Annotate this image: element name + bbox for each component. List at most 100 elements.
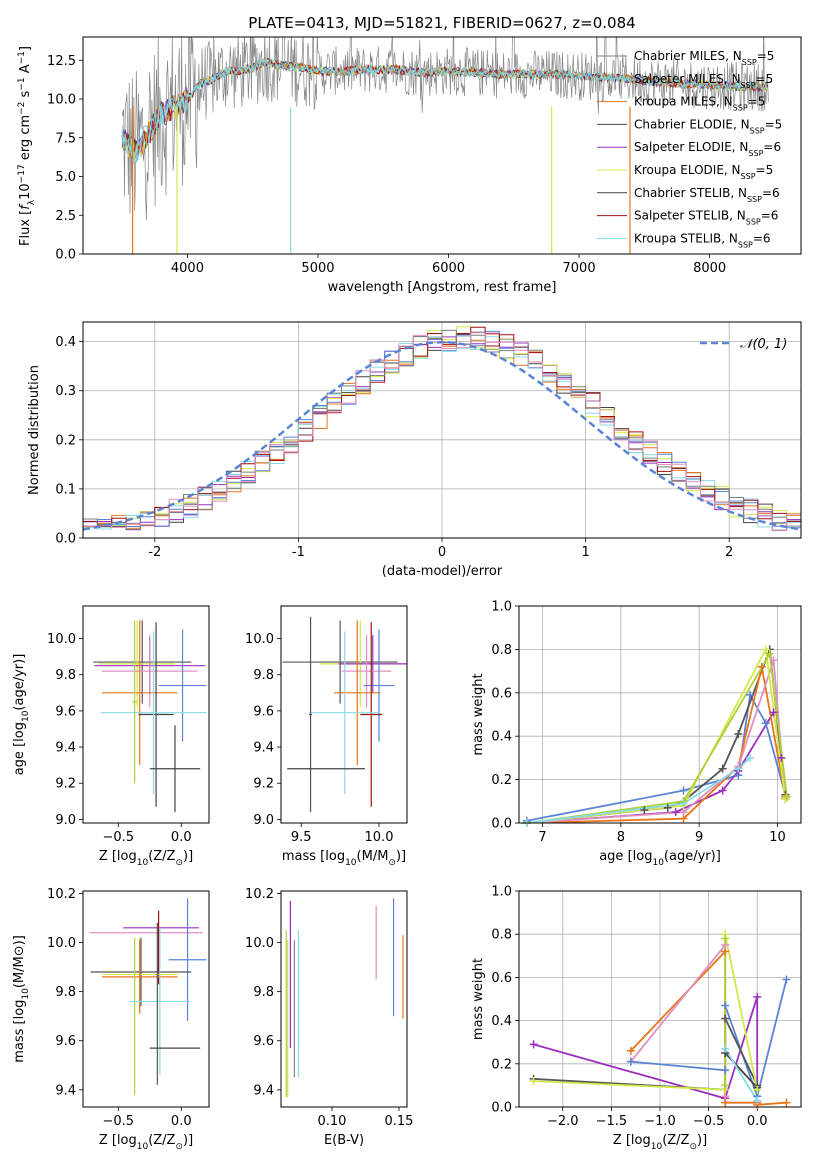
y-tick-label: 0.2 [491,773,512,788]
mass-weight-marker [761,719,770,728]
y-tick-label: 10.0 [47,93,76,108]
axes-frame [82,890,210,1108]
mass-weight-marker [753,1085,762,1094]
mass-weight-marker [757,662,766,671]
y-axis-label-part: (M/M⊙)] [12,935,27,988]
legend-label: Chabrier MILES, NSSP=5 [634,49,774,67]
mass-weight-marker [753,992,762,1001]
y-tick-label: 0.6 [491,686,512,701]
y-axis-label: Flux [fλ10−17 erg cm−2 s−1 A−1] [17,46,37,246]
y-tick-label: 1.0 [491,600,512,615]
x-tick-label: 9.5 [291,830,312,845]
x-axis-label-part: )] [396,849,406,864]
legend-label-part: Chabrier MILES, N [634,49,742,63]
legend: 𝒩(0, 1) [700,337,787,352]
x-tick-label: −2.0 [547,1114,579,1129]
y-tick-label: 9.2 [55,777,76,792]
legend-label-part: Kroupa MILES, N [634,95,733,109]
legend-label-part: SSP [748,149,763,158]
mass-weight-marker [734,764,743,773]
spectrum-series-line [121,57,769,163]
axes-mass-weight-vs-z: −2.0 −1.5 −1.0 −0.5 0.0 0.0 0.2 0.4 0.6 0.8 1.0 mas… [471,885,802,1152]
x-tick-label: −0.5 [102,1114,134,1129]
mass-weight-series-line [526,646,787,823]
legend-label-part: SSP [750,126,765,135]
legend-label-part: Salpeter MILES, N [634,72,741,86]
y-tick-label: 9.8 [55,668,76,683]
x-tick-label: 0 [438,545,446,560]
x-axis-label-part: Z [log [99,1133,137,1148]
axes-frame [82,321,802,539]
x-axis-label-part: (Z/Z [662,1133,689,1148]
mass-weight-marker [761,645,770,654]
x-axis-label-part: (age/yr)] [664,849,721,864]
y-tick-label: 9.6 [253,1034,274,1049]
x-axis-label: (data-model)/error [382,564,503,579]
y-axis-label-part: mass [log [12,1000,27,1063]
y-tick-label: 10.0 [245,632,274,647]
x-tick-label: -2 [148,545,161,560]
mass-weight-marker [718,764,727,773]
y-axis-label-part: s [18,90,33,101]
y-tick-label: 9.6 [253,704,274,719]
mass-weight-marker [721,1081,730,1090]
y-axis-label-part: −1 [17,77,27,90]
axes-frame [518,890,802,1108]
legend-label: Salpeter ELODIE, NSSP=6 [634,140,781,158]
mass-weight-marker [782,792,791,801]
x-axis-label-part: 10 [651,1142,663,1152]
legend-label-part: =6 [762,186,780,200]
mass-weight-marker [679,799,688,808]
x-tick-label: −0.5 [102,830,134,845]
y-axis-label-part: −1 [17,51,27,64]
legend-label: Salpeter STELIB, NSSP=6 [634,209,778,227]
x-tick-label: 5000 [301,261,334,276]
axes-mass-vs-z: −0.5 0.09.49.69.810.010.2Z [log10(Z/Z⊙)]m… [12,887,210,1152]
mass-weight-marker [769,656,778,665]
y-axis-label-part: f [18,203,33,210]
axes-frame [82,605,210,824]
x-tick-label: -1 [292,545,305,560]
y-tick-label: 9.4 [55,1083,76,1098]
x-axis-label-part: Z [log [613,1133,651,1148]
legend-label: Kroupa STELIB, NSSP=6 [634,231,771,249]
legend-label: Salpeter MILES, NSSP=5 [634,72,773,90]
mass-weight-marker [721,1066,730,1075]
y-tick-label: 5.0 [55,170,76,185]
x-tick-label: 2 [725,545,733,560]
mass-weight-marker [765,649,774,658]
mass-weight-series-line [526,666,787,823]
legend-label-part: Chabrier STELIB, N [634,186,747,200]
mass-weight-marker [626,1046,635,1055]
y-axis-label: mass [log10(M/M⊙)] [12,935,31,1063]
legend-label-part: SSP [741,80,756,89]
legend-label-part: =6 [753,231,771,245]
axes-frame [518,605,802,824]
legend-label: Chabrier ELODIE, NSSP=5 [634,117,782,135]
y-tick-label: 7.5 [55,131,76,146]
plot-area [282,616,407,813]
chart-title: PLATE=0413, MJD=51821, FIBERID=0627, z=0… [248,14,635,32]
y-tick-label: 2.5 [55,209,76,224]
plot-area [89,898,207,1095]
mass-weight-series-line [533,934,759,1091]
legend-label-part: =5 [756,72,774,86]
x-tick-label: 10.0 [365,830,394,845]
mass-weight-marker [782,975,791,984]
y-tick-label: 0.1 [55,482,76,497]
y-tick-label: 9.4 [253,1083,274,1098]
x-axis-label: age [log10(age/yr)] [599,849,721,868]
mass-weight-marker [529,1040,538,1049]
y-tick-label: 0.0 [55,248,76,263]
x-axis-label-part: 10 [137,858,149,868]
mass-weight-marker [746,690,755,699]
x-axis-label: E(B-V) [324,1133,364,1148]
legend-label: Chabrier STELIB, NSSP=6 [634,186,780,204]
legend-label: Kroupa ELODIE, NSSP=5 [634,163,773,181]
legend-label-part: SSP [741,172,756,181]
mass-weight-marker [769,708,778,717]
legend-label-part: SSP [738,240,753,249]
legend-label-part: SSP [742,58,757,67]
y-axis-label-part: erg cm [18,115,33,164]
y-tick-label: 9.6 [55,704,76,719]
